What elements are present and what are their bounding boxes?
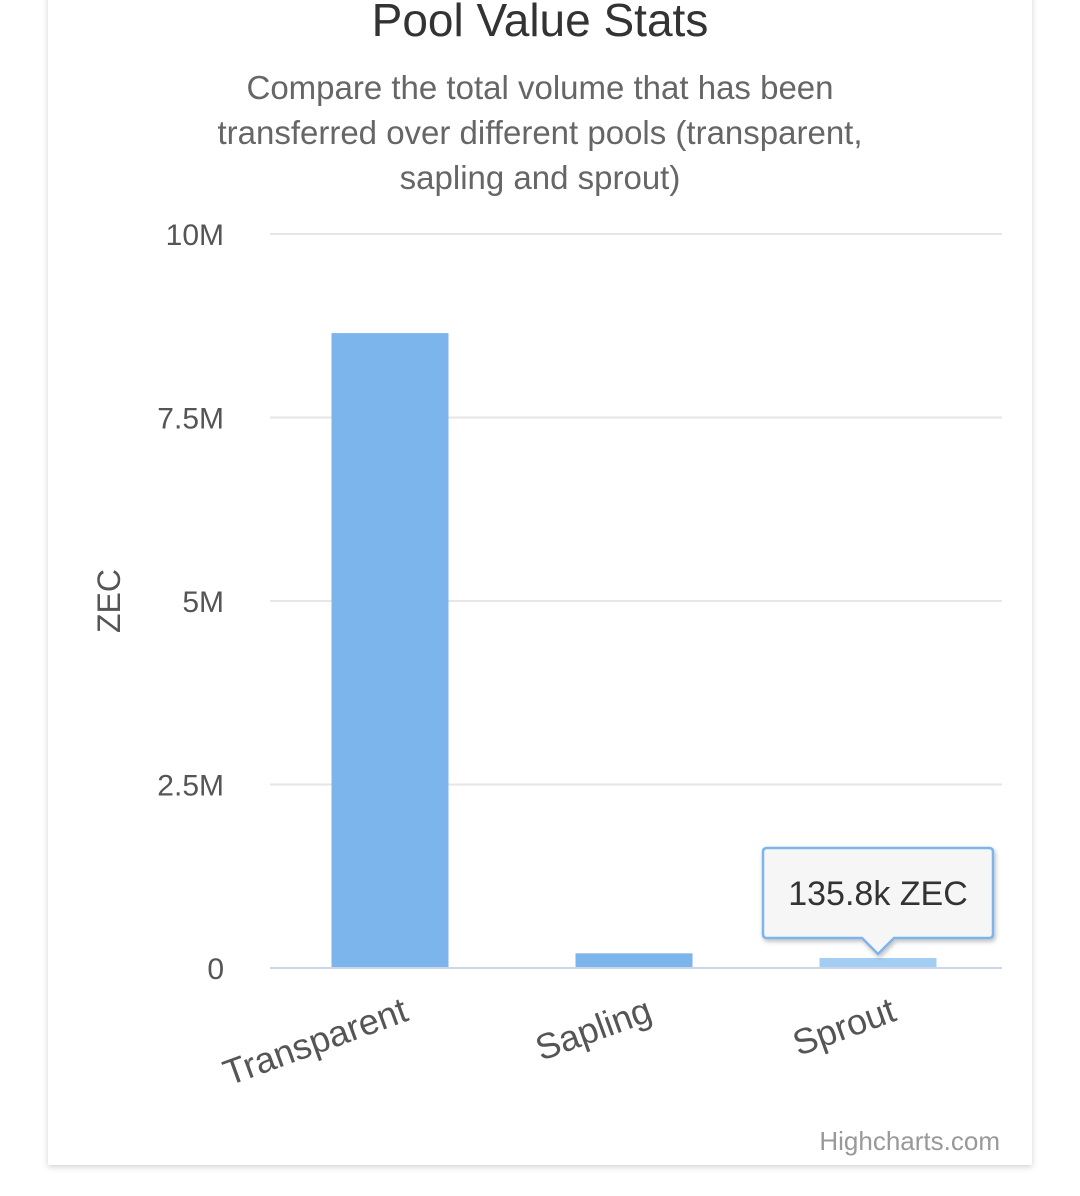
chart-card: [48, 0, 1032, 1165]
bars[interactable]: [331, 333, 937, 969]
tooltip: 135.8k ZEC: [761, 846, 995, 956]
x-axis-categories: Transparent Sapling Sprout: [218, 989, 901, 1093]
y-tick-label: 5M: [182, 586, 224, 619]
y-axis-title: ZEC: [91, 569, 127, 633]
tooltip-box: [761, 846, 995, 956]
y-tick-label: 2.5M: [157, 770, 224, 803]
bar-sprout[interactable]: [819, 958, 937, 968]
bar-transparent[interactable]: [331, 333, 449, 969]
y-tick-label: 7.5M: [157, 403, 224, 436]
tooltip-text: 135.8k ZEC: [788, 875, 968, 913]
x-category-label: Sprout: [787, 989, 901, 1064]
y-tick-label: 10M: [166, 219, 224, 252]
x-category-label: Sapling: [530, 989, 657, 1069]
y-axis-ticks: 0 2.5M 5M 7.5M 10M: [157, 219, 224, 986]
bar-sapling[interactable]: [575, 953, 693, 968]
chart-subtitle-line-2: transferred over different pools (transp…: [217, 114, 862, 151]
chart-subtitle-line-3: sapling and sprout): [400, 159, 681, 196]
x-category-label: Transparent: [218, 989, 413, 1093]
chart-title: Pool Value Stats: [372, 0, 709, 46]
y-tick-label: 0: [207, 953, 224, 986]
highcharts-credit[interactable]: Highcharts.com: [819, 1126, 1000, 1156]
chart-subtitle-line-1: Compare the total volume that has been: [246, 69, 833, 106]
